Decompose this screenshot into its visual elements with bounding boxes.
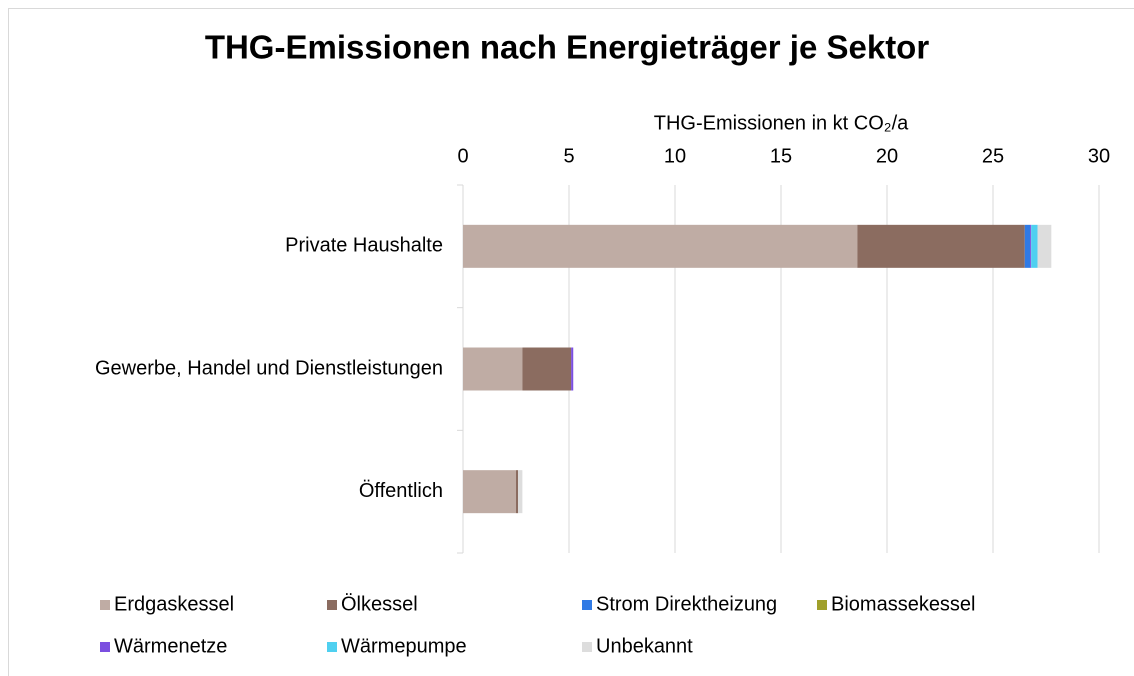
- x-tick-label: 30: [1088, 145, 1110, 167]
- legend-label: Wärmepumpe: [341, 635, 467, 657]
- chart-title: THG-Emissionen nach Energieträger je Sek…: [205, 29, 930, 66]
- bar-segment: [518, 470, 523, 514]
- x-tick-label: 0: [457, 145, 468, 167]
- legend-label: Erdgaskessel: [114, 593, 234, 615]
- legend-label: Biomassekessel: [831, 593, 976, 615]
- legend-swatch: [582, 642, 592, 652]
- x-tick-label: 25: [982, 145, 1004, 167]
- bar-segment: [522, 347, 572, 391]
- x-tick-label: 10: [664, 145, 686, 167]
- legend-swatch: [100, 600, 110, 610]
- legend-label: Ölkessel: [341, 593, 418, 615]
- bar-segment: [1024, 224, 1031, 268]
- bar-segment: [463, 347, 523, 391]
- legend-label: Strom Direktheizung: [596, 593, 777, 615]
- bar-segment: [1031, 224, 1038, 268]
- legend-label: Unbekannt: [596, 635, 693, 657]
- legend-swatch: [327, 642, 337, 652]
- x-tick-label: 5: [563, 145, 574, 167]
- bar-segment: [857, 224, 1025, 268]
- legend-swatch: [817, 600, 827, 610]
- y-tick-label: Öffentlich: [359, 480, 443, 502]
- legend-label: Wärmenetze: [114, 635, 227, 657]
- legend-swatch: [582, 600, 592, 610]
- bar-segment: [463, 470, 516, 514]
- bar-segment: [516, 470, 519, 514]
- y-tick-label: Gewerbe, Handel und Dienstleistungen: [95, 357, 443, 379]
- bar-segment: [1037, 224, 1052, 268]
- bar-segment: [571, 347, 574, 391]
- bar-segment: [1030, 224, 1032, 268]
- bar-segment: [463, 224, 858, 268]
- legend-swatch: [327, 600, 337, 610]
- x-tick-label: 15: [770, 145, 792, 167]
- x-tick-label: 20: [876, 145, 898, 167]
- x-axis-label: THG-Emissionen in kt CO₂/a: [654, 112, 909, 134]
- y-tick-label: Private Haushalte: [285, 235, 443, 257]
- chart-frame: [8, 8, 1134, 676]
- legend-swatch: [100, 642, 110, 652]
